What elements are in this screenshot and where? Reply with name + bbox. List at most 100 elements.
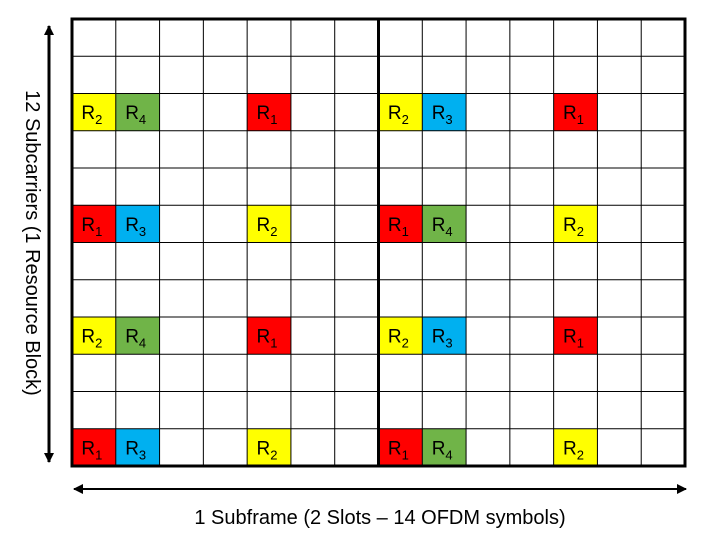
rs-cell-r2 <box>72 93 116 131</box>
rs-port: 2 <box>402 336 409 351</box>
rs-label: R1 <box>257 327 278 351</box>
rs-port: 2 <box>270 447 277 462</box>
rs-cell-r2 <box>378 317 423 355</box>
rs-label: R1 <box>563 327 584 351</box>
rs-cell-r4 <box>422 205 467 243</box>
rs-letter: R <box>388 215 402 236</box>
rs-port: 1 <box>270 112 277 127</box>
rs-label: R3 <box>432 327 453 351</box>
rs-port: 4 <box>139 336 146 351</box>
rs-cell-r3 <box>115 428 160 466</box>
rs-label: R2 <box>81 327 102 351</box>
rs-port: 4 <box>139 112 146 127</box>
rs-letter: R <box>388 103 402 124</box>
rs-letter: R <box>432 438 446 459</box>
rs-letter: R <box>257 215 271 236</box>
rs-port: 1 <box>402 224 409 239</box>
rs-port: 1 <box>402 447 409 462</box>
rs-port: 1 <box>270 336 277 351</box>
rs-port: 2 <box>577 224 584 239</box>
rs-label: R3 <box>432 103 453 127</box>
rs-label: R4 <box>432 438 453 462</box>
rs-cell-r4 <box>115 317 160 355</box>
rs-label: R3 <box>125 215 146 239</box>
rs-letter: R <box>563 215 577 236</box>
rs-port: 2 <box>402 112 409 127</box>
rs-letter: R <box>81 103 95 124</box>
rs-cell-r2 <box>247 428 291 466</box>
rs-cell-r3 <box>115 205 160 243</box>
rs-label: R4 <box>125 103 146 127</box>
rs-cell-r1 <box>553 93 598 131</box>
rs-cell-r1 <box>247 93 291 131</box>
rs-port: 4 <box>445 224 452 239</box>
rs-letter: R <box>125 327 139 348</box>
rs-letter: R <box>81 327 95 348</box>
rs-label: R4 <box>432 215 453 239</box>
rs-cell-r1 <box>378 205 423 243</box>
rs-label: R2 <box>388 103 409 127</box>
rs-label: R2 <box>563 438 584 462</box>
rs-cell-r1 <box>72 205 116 243</box>
rs-letter: R <box>257 438 271 459</box>
rs-letter: R <box>81 215 95 236</box>
rs-cell-r2 <box>553 428 598 466</box>
rs-letter: R <box>257 327 271 348</box>
rs-port: 2 <box>577 447 584 462</box>
rs-port: 4 <box>445 447 452 462</box>
rs-cell-r2 <box>378 93 423 131</box>
rs-port: 3 <box>445 336 452 351</box>
rs-letter: R <box>432 103 446 124</box>
rs-letter: R <box>432 327 446 348</box>
rs-cell-r1 <box>378 428 423 466</box>
rs-port: 1 <box>577 336 584 351</box>
rs-letter: R <box>257 103 271 124</box>
rs-label: R2 <box>257 215 278 239</box>
rs-letter: R <box>432 215 446 236</box>
rs-port: 2 <box>95 112 102 127</box>
resource-grid-lines <box>70 17 687 468</box>
slot-border <box>377 17 687 468</box>
rs-label: R2 <box>388 327 409 351</box>
reference-signal-cells <box>72 93 598 466</box>
x-axis-label: 1 Subframe (2 Slots – 14 OFDM symbols) <box>194 507 565 529</box>
rs-cell-r2 <box>553 205 598 243</box>
rs-letter: R <box>563 438 577 459</box>
rs-letter: R <box>563 103 577 124</box>
rs-letter: R <box>81 438 95 459</box>
rs-cell-r4 <box>422 428 467 466</box>
y-axis-label: 12 Subcarriers (1 Resource Block) <box>21 90 43 396</box>
rs-port: 3 <box>445 112 452 127</box>
rs-label: R3 <box>125 438 146 462</box>
rs-label: R2 <box>257 438 278 462</box>
rs-port: 1 <box>95 447 102 462</box>
rs-port: 3 <box>139 447 146 462</box>
rs-label: R1 <box>388 438 409 462</box>
rs-letter: R <box>125 438 139 459</box>
rs-port: 3 <box>139 224 146 239</box>
rs-cell-r1 <box>247 317 291 355</box>
rs-cell-r2 <box>72 317 116 355</box>
rs-cell-r3 <box>422 317 467 355</box>
rs-letter: R <box>388 438 402 459</box>
rs-label: R1 <box>257 103 278 127</box>
rs-label: R1 <box>563 103 584 127</box>
rs-cell-r4 <box>115 93 160 131</box>
rs-letter: R <box>388 327 402 348</box>
rs-letter: R <box>125 215 139 236</box>
rs-letter: R <box>563 327 577 348</box>
rs-label: R4 <box>125 327 146 351</box>
rs-port: 1 <box>95 224 102 239</box>
rs-cell-r1 <box>553 317 598 355</box>
rs-cell-r2 <box>247 205 291 243</box>
rs-label: R1 <box>81 438 102 462</box>
rs-label: R2 <box>81 103 102 127</box>
rs-label: R1 <box>388 215 409 239</box>
rs-letter: R <box>125 103 139 124</box>
rs-cell-r1 <box>72 428 116 466</box>
rs-port: 1 <box>577 112 584 127</box>
rs-port: 2 <box>270 224 277 239</box>
rs-label: R1 <box>81 215 102 239</box>
